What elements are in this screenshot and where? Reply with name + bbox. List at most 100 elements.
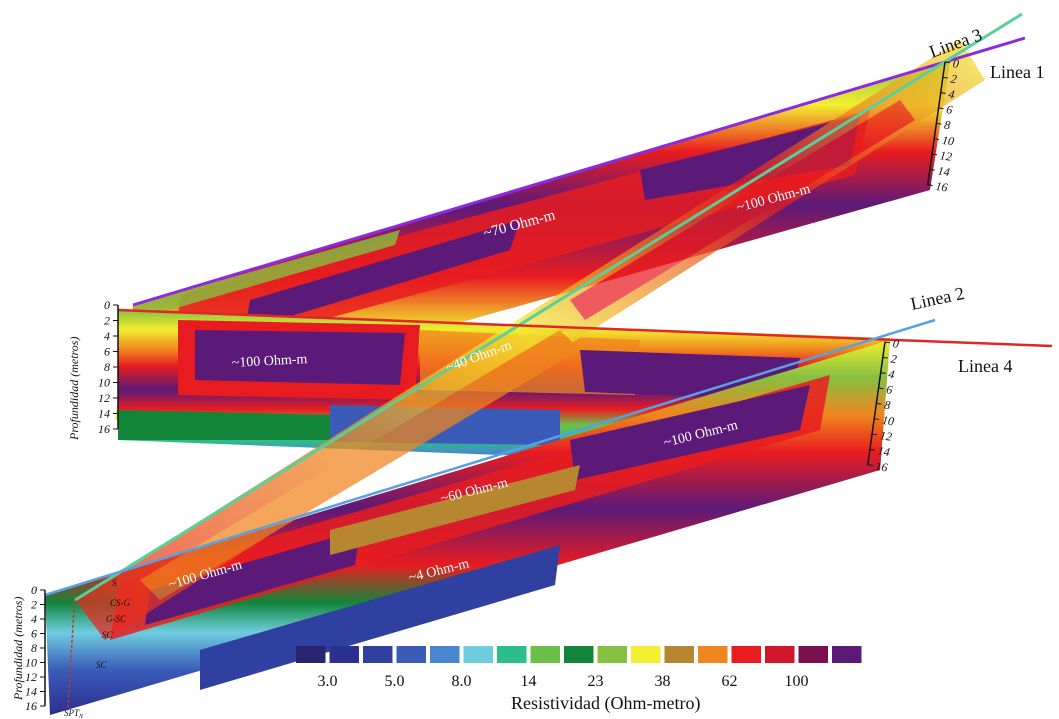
axis-tick-label: 4 [888,367,896,382]
axis-tick-label: 10 [881,413,895,429]
borehole-label-4: SC [102,630,114,640]
axis-tick [927,184,933,186]
axis-tick-label: 14 [98,407,110,421]
legend-swatch [798,646,828,663]
label-linea-4: Linea 4 [958,356,1012,376]
axis-tick [884,341,891,344]
borehole-name: SPTN [64,708,84,719]
axis-tick [938,107,944,110]
legend-swatch [363,646,393,663]
line-linea-2 [44,318,936,597]
borehole-label-1: S [112,578,117,588]
legend-label: 23 [588,673,604,690]
axis-tick-label: 8 [104,360,110,374]
legend-label: 62 [722,673,738,690]
axis-tick-label: 4 [31,612,37,626]
axis-tick-label: 10 [98,376,110,390]
axis-tick [936,122,942,125]
axis-line [926,61,946,185]
axis-tick-label: 6 [885,382,893,397]
legend-label: 100 [785,673,809,690]
axis-tick-label: 2 [890,352,898,367]
borehole-label-5: SC [96,660,108,670]
legend-swatch [765,646,795,663]
axis-tick [880,372,886,374]
legend-swatch [430,646,460,663]
axis-tick [929,168,935,171]
axis-tick-label: 16 [98,422,110,436]
legend-swatch [832,646,862,663]
legend-swatch [530,646,560,663]
axis-tick-label: 6 [31,627,37,641]
axis-tick-label: 12 [879,428,893,444]
axis-title-bottom: Profundidad (metros) [11,597,25,701]
label-linea-1: Linea 1 [990,62,1044,82]
axis-tick [940,92,946,94]
legend-label: 8.0 [452,673,472,690]
legend-swatch [329,646,359,663]
axis-tick [876,402,882,405]
axis-tick-label: 8 [883,398,891,413]
axis-tick-label: 16 [25,699,37,713]
axis-tick-label: 14 [877,444,891,460]
legend-label: 3.0 [318,673,338,690]
axis-tick-label: 4 [104,329,110,343]
legend-swatch [564,646,594,663]
profile-linea-2 [45,340,890,715]
borehole-label-3: G-SC [106,614,127,624]
legend-swatch [396,646,426,663]
legend: 3.0 5.0 8.0 14 23 38 62 100 [296,646,862,690]
legend-swatch [497,646,527,663]
axis-tick [944,61,951,64]
legend-swatch [664,646,694,663]
axis-tick-label: 0 [31,583,37,597]
axis-tick [867,464,873,466]
axis-tick-label: 14 [25,685,37,699]
line-linea-1 [132,36,1026,307]
legend-swatch [597,646,627,663]
axis-tick [931,153,938,156]
axis-tick-label: 12 [25,670,37,684]
legend-swatch [463,646,493,663]
axis-tick-label: 4 [948,87,956,102]
label-linea-2: Linea 2 [909,283,966,314]
legend-swatch [296,646,326,663]
borehole-label-2: CS-G [110,598,131,608]
axis-tick-label: 6 [945,102,953,117]
axis-tick-label: 0 [104,298,110,312]
axis-tick [869,448,875,451]
axis-tick-label: 0 [952,56,960,71]
axis-tick-label: 16 [935,179,949,195]
axis-tick-label: 12 [939,148,953,164]
axis-tick-label: 2 [104,314,110,328]
axis-tick-label: 2 [31,598,37,612]
line-linea-4 [117,308,1053,348]
axis-title-mid: Profundidad (metros) [67,337,81,441]
axis-tick-label: 12 [98,391,110,405]
axis-tick [934,138,940,140]
line-linea-3 [74,12,1023,602]
borehole-log: S CS-G G-SC SC SC SPTN [64,578,131,719]
axis-tick-label: 8 [943,118,951,133]
axis-tick [874,418,880,420]
legend-label: 38 [655,673,671,690]
axis-tick-label: 10 [941,133,955,149]
axis-tick-label: 14 [937,164,951,180]
legend-label: 14 [521,673,537,690]
axis-tick-label: 8 [31,641,37,655]
annotation-100-left: ~100 Ohm-m [231,352,307,371]
legend-swatch [731,646,761,663]
axis-tick-label: 2 [950,72,958,87]
axis-tick [882,356,888,359]
axis-tick-label: 0 [892,336,900,351]
axis-tick-label: 6 [104,345,110,359]
axis-tick [878,387,884,390]
legend-swatch [631,646,661,663]
axis-tick-label: 16 [875,459,889,475]
legend-swatch [698,646,728,663]
